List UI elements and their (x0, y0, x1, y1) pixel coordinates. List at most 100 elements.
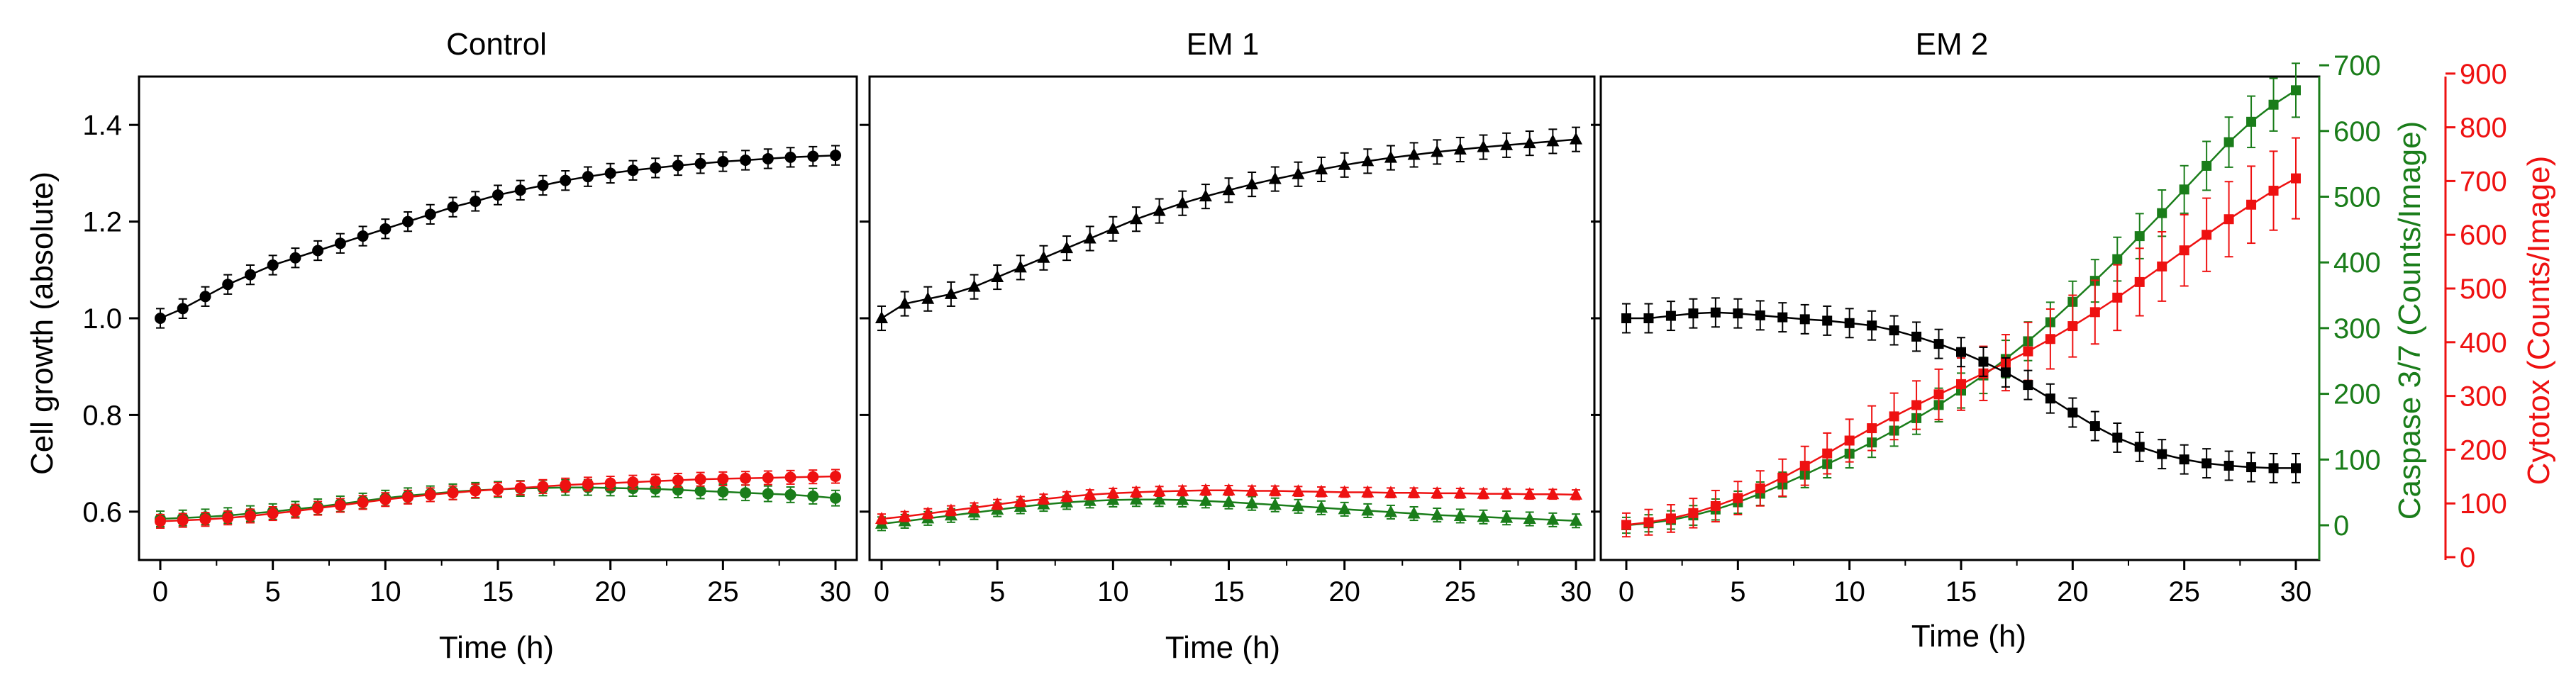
x-tick-label: 25 (707, 576, 739, 607)
data-point (875, 311, 888, 323)
cytotox-tick-label: 600 (2460, 220, 2507, 251)
data-point (627, 164, 639, 177)
data-point (830, 150, 841, 162)
data-point (1361, 154, 1375, 167)
data-point (2246, 116, 2257, 127)
data-point (2112, 292, 2123, 303)
data-point (537, 481, 549, 493)
data-point (2067, 407, 2078, 418)
data-point (1129, 485, 1143, 498)
data-point (1060, 241, 1074, 254)
data-point (2134, 231, 2145, 242)
data-point (1867, 423, 1877, 434)
data-point (1037, 250, 1050, 263)
data-point (402, 215, 414, 228)
data-point (289, 505, 301, 517)
cytotox-tick-label: 700 (2460, 166, 2507, 197)
data-point (289, 252, 301, 264)
data-point (1315, 162, 1328, 174)
data-point (740, 487, 752, 499)
data-point (1710, 307, 1721, 318)
data-point (1384, 150, 1397, 163)
x-axis-label-em1: Time (h) (1165, 630, 1280, 665)
x-tick-label: 10 (1833, 576, 1865, 607)
y-tick-label: 0.8 (82, 400, 122, 431)
data-point (1477, 510, 1490, 522)
data-point (1688, 508, 1699, 518)
data-point (1822, 315, 1833, 326)
series-line (1626, 89, 2297, 527)
data-point (2112, 254, 2123, 264)
figure-text: Control EM 1 EM 2 Time (h) Time (h) Time… (25, 27, 2556, 665)
x-tick-label: 25 (1445, 576, 1477, 607)
x-tick-label: 0 (1619, 576, 1634, 607)
data-point (1453, 486, 1467, 498)
data-point (762, 488, 774, 500)
data-point (2067, 321, 2078, 332)
data-point (560, 479, 572, 491)
data-point (807, 490, 819, 502)
data-point (357, 230, 369, 242)
data-point (1106, 486, 1120, 498)
data-point (334, 499, 346, 511)
series-cell-growth (875, 126, 1582, 332)
caspase-tick-label: 0 (2333, 510, 2349, 542)
data-point (492, 483, 504, 495)
data-point (1176, 196, 1189, 208)
data-point (1315, 484, 1328, 497)
data-point (1176, 493, 1189, 505)
data-point (2224, 137, 2234, 147)
data-point (1338, 157, 1351, 170)
data-point (672, 159, 684, 172)
data-point (604, 167, 616, 179)
data-point (1911, 331, 1922, 342)
data-point (1799, 314, 1810, 325)
x-tick-label: 30 (2280, 576, 2312, 607)
data-point (1361, 485, 1375, 498)
data-point (1523, 512, 1536, 525)
data-point (967, 500, 981, 513)
series-cytotox (875, 483, 1582, 525)
data-point (1292, 499, 1305, 512)
y-axis-label-caspase: Caspase 3/7 (Counts/Image) (2392, 121, 2427, 520)
data-point (1570, 132, 1582, 145)
data-point (1500, 510, 1514, 523)
data-point (1733, 308, 1743, 319)
data-point (1933, 339, 1944, 349)
data-point (604, 477, 616, 489)
data-point (492, 189, 504, 201)
x-tick-label: 30 (820, 576, 852, 607)
cytotox-tick-label: 200 (2460, 435, 2507, 466)
data-point (2023, 346, 2033, 357)
data-point (1268, 172, 1282, 184)
data-point (1978, 357, 1989, 367)
data-point (1199, 483, 1212, 495)
cytotox-tick-label: 0 (2460, 542, 2475, 573)
data-point (1889, 325, 1899, 336)
data-point (740, 154, 752, 166)
data-point (2134, 276, 2145, 287)
data-point (1570, 487, 1582, 500)
data-point (1799, 461, 1810, 471)
data-point (2202, 458, 2212, 469)
data-point (470, 195, 482, 207)
series-cell-growth (1621, 297, 2301, 483)
data-point (470, 485, 482, 497)
data-series (155, 62, 2301, 538)
data-point (1710, 500, 1721, 511)
data-point (991, 497, 1004, 510)
series-cell-growth (155, 145, 841, 329)
data-point (2000, 367, 2011, 378)
data-point (1268, 483, 1282, 496)
series-cytotox (155, 469, 841, 529)
panel-frames: 0 5 10 15 20 25 300.60.81.01.21.40 5 10 15 20 25 30 0… (82, 50, 2506, 607)
y-axis-label-cytotox: Cytotox (Counts/Image) (2521, 156, 2556, 486)
data-point (1431, 508, 1444, 520)
data-point (199, 513, 211, 525)
y-tick-label: 1.4 (82, 110, 122, 141)
data-point (2023, 380, 2033, 391)
data-point (694, 474, 706, 486)
data-point (379, 493, 392, 505)
data-point (830, 471, 841, 483)
caspase-tick-label: 700 (2333, 50, 2381, 82)
